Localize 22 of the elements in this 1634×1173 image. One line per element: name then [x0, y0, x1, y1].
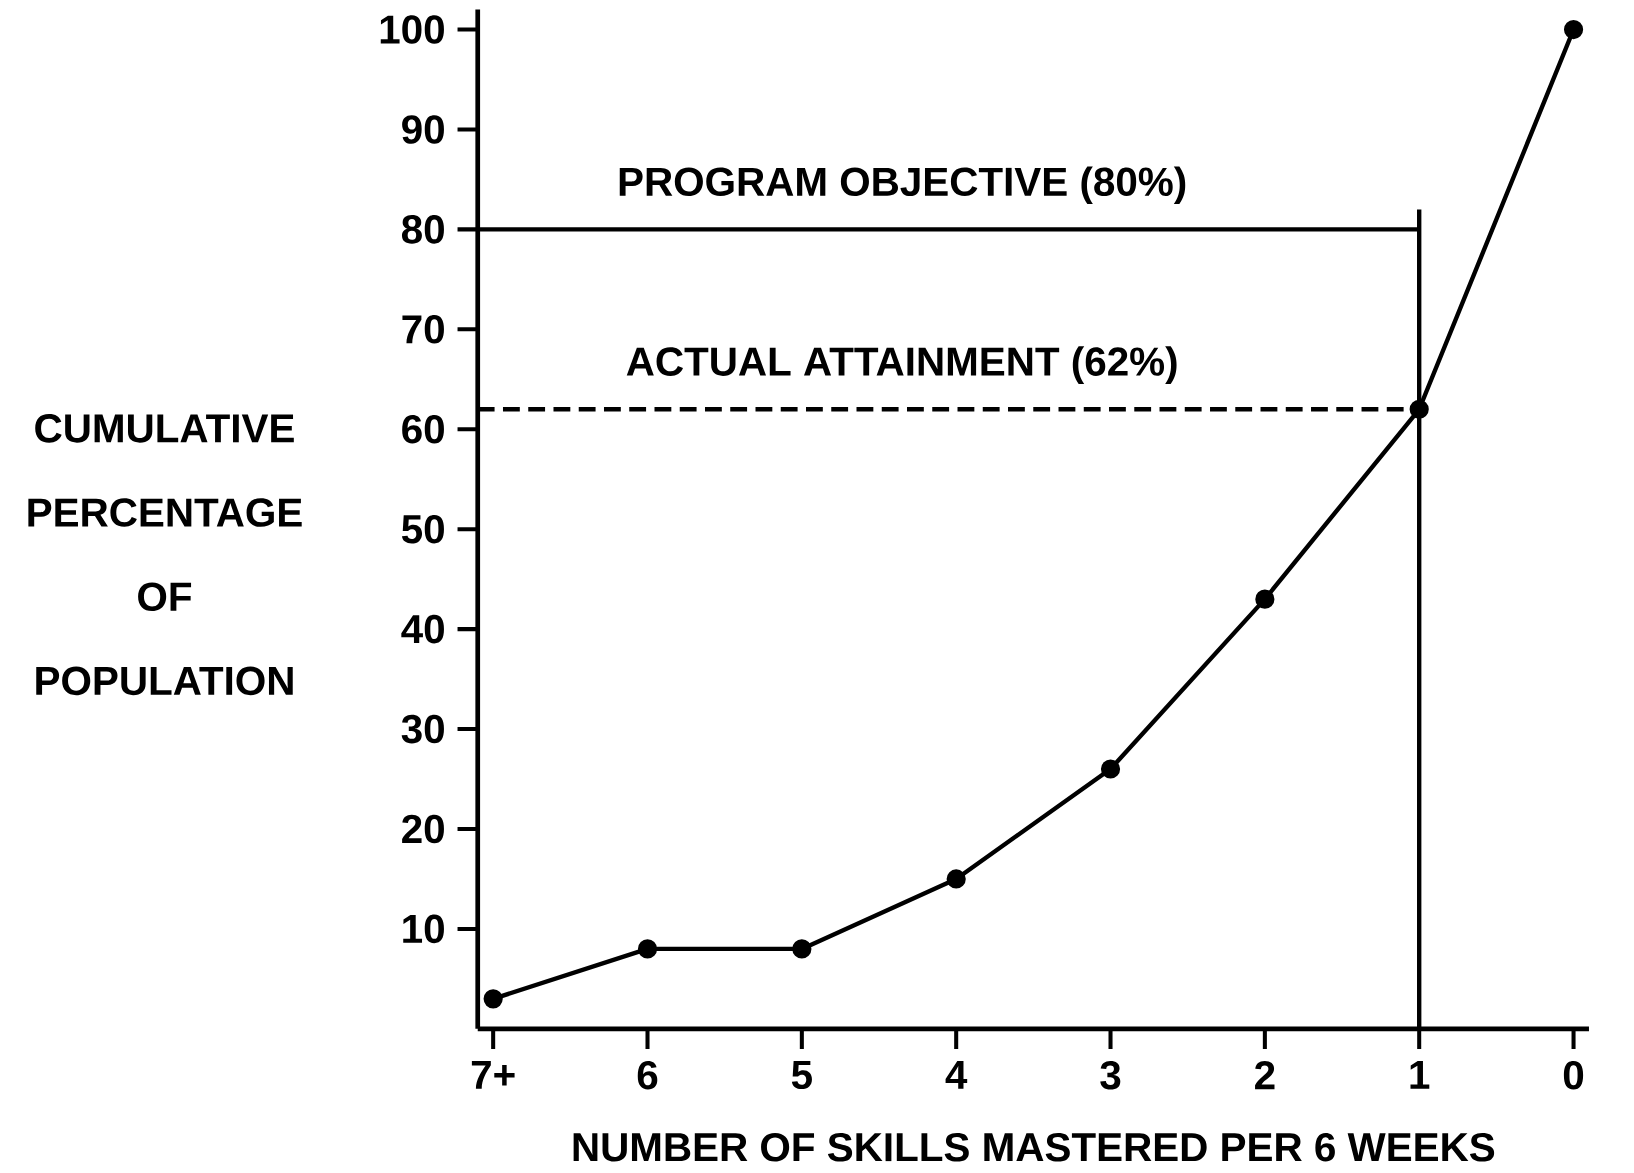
ref-line-label: PROGRAM OBJECTIVE (80%) — [619, 166, 1186, 205]
text: CUMULATIVE PERCENTAGE OF POPULATION — [28, 414, 302, 696]
y-tick-label: 70 — [402, 315, 444, 344]
x-tick-label: 7+ — [471, 1061, 515, 1089]
y-tick-label: 100 — [380, 15, 444, 44]
x-tick-label: 2 — [1255, 1061, 1275, 1090]
x-tick-label: 3 — [1100, 1061, 1121, 1090]
y-tick-label: 10 — [403, 914, 444, 944]
y-tick-label: 50 — [401, 515, 444, 544]
x-tick-label: 1 — [1410, 1061, 1430, 1089]
x-tick-label: 4 — [945, 1061, 968, 1089]
y-tick-label: 30 — [401, 714, 444, 744]
x-axis-title: NUMBER OF SKILLS MASTERED PER 6 WEEKS — [573, 1133, 1495, 1162]
y-tick-label: 80 — [401, 215, 444, 244]
x-tick-label: 6 — [637, 1061, 658, 1090]
x-tick-label: 0 — [1563, 1061, 1584, 1090]
x-tick-label: 5 — [791, 1061, 812, 1090]
y-tick-label: 60 — [402, 415, 444, 444]
y-tick-label: 20 — [402, 814, 444, 844]
y-tick-label: 40 — [401, 614, 444, 644]
ref-line-label: ACTUAL ATTAINMENT (62%) — [626, 346, 1177, 385]
y-tick-label: 90 — [402, 115, 444, 144]
